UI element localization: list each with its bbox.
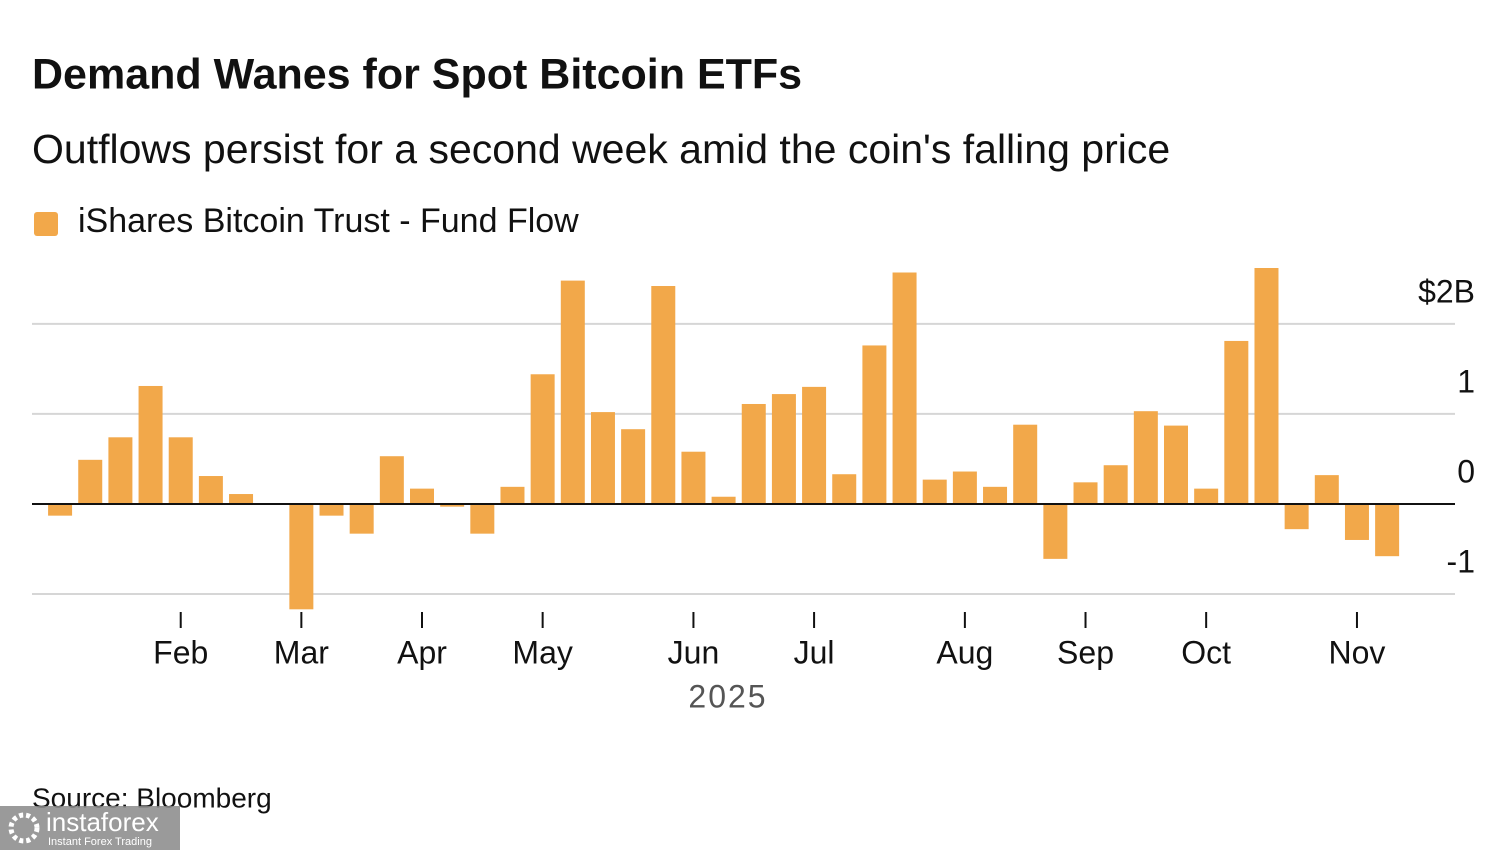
watermark-brand: instaforex xyxy=(46,807,159,837)
chart-title: Demand Wanes for Spot Bitcoin ETFs xyxy=(32,50,802,98)
y-tick-label: 1 xyxy=(1457,363,1475,399)
watermark-bg xyxy=(0,806,180,850)
bar xyxy=(590,412,615,504)
bar xyxy=(621,429,646,504)
bar xyxy=(711,496,736,504)
bar xyxy=(741,403,766,504)
bar xyxy=(530,374,555,504)
bar xyxy=(1043,503,1068,559)
bar xyxy=(1013,424,1038,504)
bar xyxy=(560,280,585,504)
bar xyxy=(802,386,827,504)
bar xyxy=(1224,340,1249,504)
bar xyxy=(138,385,163,504)
x-tick-label: Nov xyxy=(1329,634,1386,670)
x-tick-label: Jun xyxy=(668,634,720,670)
chart-subtitle: Outflows persist for a second week amid … xyxy=(32,126,1170,172)
x-tick-label: Feb xyxy=(153,634,208,670)
bar xyxy=(862,345,887,504)
legend-swatch xyxy=(34,212,58,236)
bar xyxy=(410,488,434,504)
y-tick-label: $2B xyxy=(1418,273,1475,309)
x-axis-label: 2025 xyxy=(688,678,767,714)
bar xyxy=(379,456,404,504)
x-tick-label: Jul xyxy=(794,634,835,670)
bar xyxy=(1194,488,1219,504)
bar xyxy=(952,471,977,504)
bar xyxy=(500,486,525,504)
bar xyxy=(1103,465,1128,504)
bar xyxy=(1073,482,1098,504)
bar xyxy=(771,394,796,504)
x-tick-label: Apr xyxy=(397,634,447,670)
watermark-icon xyxy=(8,812,40,844)
watermark-tagline: Instant Forex Trading xyxy=(48,836,152,848)
y-tick-label: -1 xyxy=(1447,543,1475,579)
bar xyxy=(349,503,374,534)
bar xyxy=(681,451,706,504)
bar xyxy=(1164,425,1188,504)
bar xyxy=(922,479,947,504)
bar xyxy=(229,494,254,504)
bar xyxy=(440,503,465,507)
bar xyxy=(983,486,1008,504)
x-tick-label: May xyxy=(512,634,572,670)
bar xyxy=(470,503,495,534)
x-tick-label: Oct xyxy=(1181,634,1231,670)
bar xyxy=(892,272,917,504)
bar xyxy=(1133,411,1158,504)
bar xyxy=(108,437,133,504)
y-tick-label: 0 xyxy=(1457,453,1475,489)
bar xyxy=(319,503,344,516)
bar xyxy=(1314,475,1339,504)
bar xyxy=(198,476,223,504)
bar xyxy=(289,503,314,610)
bar xyxy=(832,474,857,504)
bar xyxy=(1254,268,1279,504)
legend-label: iShares Bitcoin Trust - Fund Flow xyxy=(78,202,579,240)
bar xyxy=(48,503,73,516)
x-tick-label: Sep xyxy=(1057,634,1114,670)
bar xyxy=(1284,503,1309,530)
bar xyxy=(78,459,103,504)
bar xyxy=(168,437,193,504)
x-tick-label: Mar xyxy=(274,634,329,670)
bar xyxy=(1375,503,1400,557)
bar xyxy=(1344,503,1369,540)
x-tick-label: Aug xyxy=(936,634,993,670)
bar xyxy=(651,286,676,504)
